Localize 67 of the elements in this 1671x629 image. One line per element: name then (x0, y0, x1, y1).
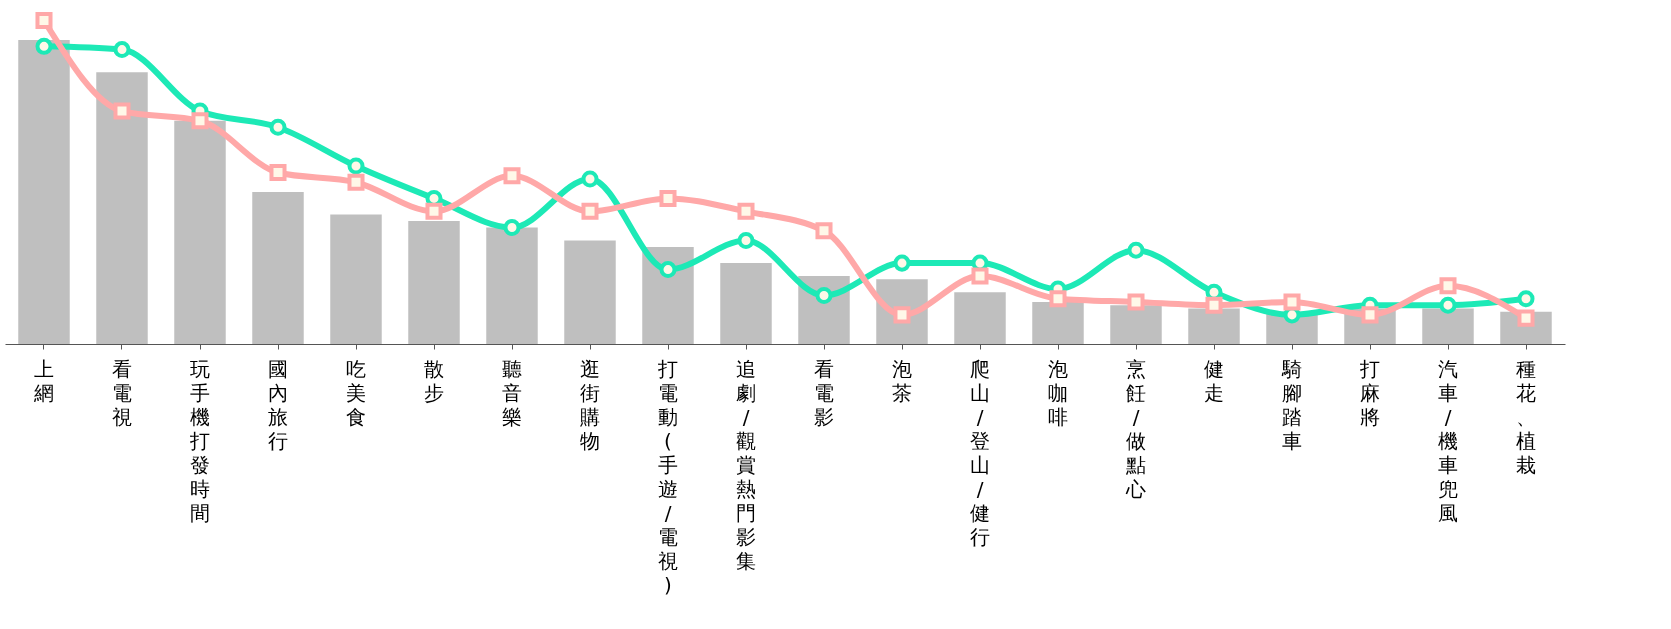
category-label: 追劇/觀賞熱門影集 (736, 356, 756, 573)
x-tick-label: 泡咖啡 (1048, 356, 1068, 429)
point (1439, 277, 1457, 295)
x-tick-label: 爬山/登山/健行 (970, 356, 990, 549)
point (113, 102, 131, 120)
point (971, 267, 989, 285)
x-tick-label: 看電視 (112, 356, 132, 429)
bar (1032, 301, 1084, 344)
x-tick-label: 聽音樂 (502, 356, 522, 429)
point (815, 286, 833, 304)
bar (252, 191, 304, 344)
x-tick-label: 打麻將 (1359, 356, 1380, 429)
x-tick-label: 國內旅行 (268, 356, 288, 453)
bar (330, 214, 382, 344)
x-tick-label: 看電影 (814, 356, 834, 429)
x-tick-label: 健走 (1204, 356, 1224, 405)
bar (408, 221, 460, 344)
point (581, 202, 599, 220)
x-tick-label: 騎腳踏車 (1281, 356, 1302, 453)
x-tick-label: 烹飪/做點心 (1125, 356, 1146, 501)
x-tick-label: 逛街購物 (580, 356, 600, 453)
x-tick-label: 吃美食 (346, 356, 366, 429)
point (1049, 290, 1067, 308)
point (191, 112, 209, 130)
x-tick-label: 汽車/機車兜風 (1438, 356, 1458, 525)
point (269, 118, 287, 136)
bar (1188, 308, 1240, 344)
point (659, 261, 677, 279)
bar (18, 39, 70, 344)
point (581, 170, 599, 188)
point (503, 167, 521, 185)
x-tick-label: 散步 (424, 356, 444, 405)
point (1127, 293, 1145, 311)
point (347, 173, 365, 191)
point (1361, 306, 1379, 324)
point (1127, 241, 1145, 259)
point (1205, 296, 1223, 314)
category-label: 打電動(手遊/電視) (658, 356, 678, 597)
x-tick-label: 上網 (33, 356, 54, 405)
point (1517, 290, 1535, 308)
bar (1422, 308, 1474, 344)
point (35, 11, 53, 29)
bar (1110, 305, 1162, 344)
x-tick-label: 泡茶 (892, 356, 912, 405)
point (737, 231, 755, 249)
point (815, 222, 833, 240)
point (503, 219, 521, 237)
point (1517, 309, 1535, 327)
x-tick-label: 玩手機打發時間 (189, 356, 210, 525)
bar (720, 263, 772, 344)
point (659, 189, 677, 207)
point (347, 157, 365, 175)
bar (96, 72, 148, 344)
point (737, 202, 755, 220)
point (893, 254, 911, 272)
point (269, 164, 287, 182)
point (1283, 293, 1301, 311)
x-tick-label: 種花、植栽 (1516, 356, 1536, 477)
point (35, 37, 53, 55)
bar (174, 120, 226, 344)
bar (564, 240, 616, 344)
bar (954, 292, 1006, 344)
point (113, 41, 131, 59)
point (1439, 296, 1457, 314)
bar (486, 227, 538, 344)
bar (642, 246, 694, 344)
point (425, 202, 443, 220)
